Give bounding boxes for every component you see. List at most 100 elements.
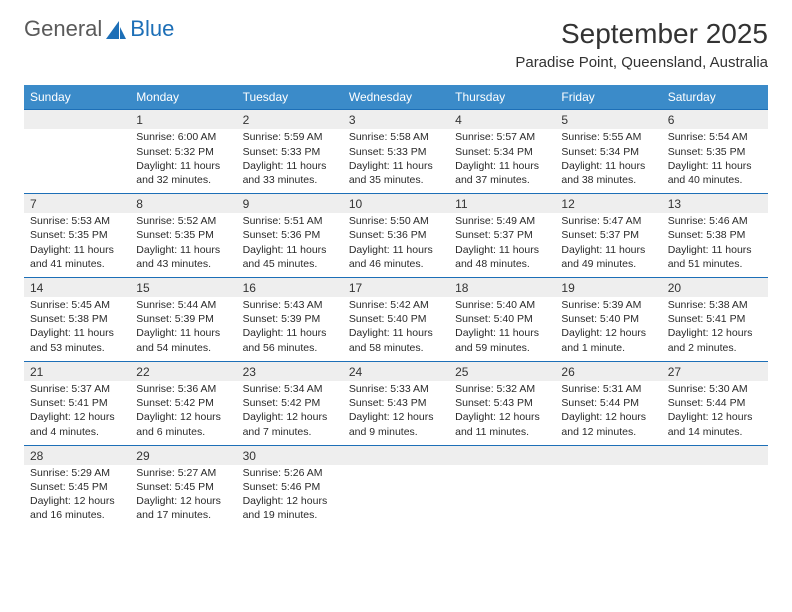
calendar-table: Sunday Monday Tuesday Wednesday Thursday… bbox=[24, 85, 768, 529]
day-number-cell bbox=[343, 445, 449, 465]
day-sunset: Sunset: 5:42 PM bbox=[243, 396, 337, 410]
day-dl1: Daylight: 11 hours bbox=[349, 159, 443, 173]
day-detail-cell: Sunrise: 5:52 AMSunset: 5:35 PMDaylight:… bbox=[130, 213, 236, 277]
day-detail-cell bbox=[662, 465, 768, 529]
day-sunset: Sunset: 5:37 PM bbox=[455, 228, 549, 242]
day-sunset: Sunset: 5:42 PM bbox=[136, 396, 230, 410]
day-sunset: Sunset: 5:34 PM bbox=[561, 145, 655, 159]
day-dl1: Daylight: 11 hours bbox=[136, 326, 230, 340]
day-number-cell: 22 bbox=[130, 361, 236, 381]
day-number-cell bbox=[662, 445, 768, 465]
day-dl1: Daylight: 11 hours bbox=[136, 159, 230, 173]
logo-word-1: General bbox=[24, 18, 102, 40]
day-dl1: Daylight: 11 hours bbox=[455, 243, 549, 257]
day-number: 20 bbox=[668, 281, 681, 295]
day-detail-cell bbox=[555, 465, 661, 529]
day-number-cell: 11 bbox=[449, 194, 555, 214]
day-sunset: Sunset: 5:35 PM bbox=[136, 228, 230, 242]
day-sunrise: Sunrise: 5:43 AM bbox=[243, 298, 337, 312]
day-detail-cell: Sunrise: 5:51 AMSunset: 5:36 PMDaylight:… bbox=[237, 213, 343, 277]
day-dl1: Daylight: 11 hours bbox=[30, 243, 124, 257]
day-sunrise: Sunrise: 5:34 AM bbox=[243, 382, 337, 396]
day-dl1: Daylight: 12 hours bbox=[455, 410, 549, 424]
day-dl1: Daylight: 11 hours bbox=[243, 326, 337, 340]
day-sunrise: Sunrise: 5:37 AM bbox=[30, 382, 124, 396]
day-sunrise: Sunrise: 5:45 AM bbox=[30, 298, 124, 312]
day-number-cell: 7 bbox=[24, 194, 130, 214]
day-sunset: Sunset: 5:35 PM bbox=[30, 228, 124, 242]
day-sunrise: Sunrise: 5:29 AM bbox=[30, 466, 124, 480]
day-number: 17 bbox=[349, 281, 362, 295]
day-number: 1 bbox=[136, 113, 143, 127]
day-sunrise: Sunrise: 5:31 AM bbox=[561, 382, 655, 396]
day-detail-cell: Sunrise: 5:57 AMSunset: 5:34 PMDaylight:… bbox=[449, 129, 555, 193]
week-daynum-row: 123456 bbox=[24, 110, 768, 130]
day-detail-cell: Sunrise: 5:49 AMSunset: 5:37 PMDaylight:… bbox=[449, 213, 555, 277]
day-detail-cell: Sunrise: 5:45 AMSunset: 5:38 PMDaylight:… bbox=[24, 297, 130, 361]
day-number: 4 bbox=[455, 113, 462, 127]
day-sunset: Sunset: 5:40 PM bbox=[455, 312, 549, 326]
day-header-row: Sunday Monday Tuesday Wednesday Thursday… bbox=[24, 85, 768, 110]
day-detail-cell: Sunrise: 5:47 AMSunset: 5:37 PMDaylight:… bbox=[555, 213, 661, 277]
day-header: Wednesday bbox=[343, 85, 449, 110]
day-detail-cell: Sunrise: 5:44 AMSunset: 5:39 PMDaylight:… bbox=[130, 297, 236, 361]
day-detail-cell: Sunrise: 5:40 AMSunset: 5:40 PMDaylight:… bbox=[449, 297, 555, 361]
day-number: 24 bbox=[349, 365, 362, 379]
day-header: Saturday bbox=[662, 85, 768, 110]
day-sunrise: Sunrise: 5:51 AM bbox=[243, 214, 337, 228]
day-detail-cell: Sunrise: 6:00 AMSunset: 5:32 PMDaylight:… bbox=[130, 129, 236, 193]
day-sunrise: Sunrise: 5:54 AM bbox=[668, 130, 762, 144]
day-dl2: and 53 minutes. bbox=[30, 341, 124, 355]
day-dl2: and 9 minutes. bbox=[349, 425, 443, 439]
day-dl1: Daylight: 11 hours bbox=[561, 243, 655, 257]
day-dl2: and 19 minutes. bbox=[243, 508, 337, 522]
day-number: 23 bbox=[243, 365, 256, 379]
day-sunrise: Sunrise: 5:49 AM bbox=[455, 214, 549, 228]
day-number: 30 bbox=[243, 449, 256, 463]
day-number: 22 bbox=[136, 365, 149, 379]
logo-word-2: Blue bbox=[130, 18, 174, 40]
day-dl1: Daylight: 12 hours bbox=[136, 410, 230, 424]
day-sunrise: Sunrise: 5:52 AM bbox=[136, 214, 230, 228]
day-detail-cell: Sunrise: 5:30 AMSunset: 5:44 PMDaylight:… bbox=[662, 381, 768, 445]
day-dl1: Daylight: 11 hours bbox=[561, 159, 655, 173]
day-number-cell: 3 bbox=[343, 110, 449, 130]
day-number-cell: 12 bbox=[555, 194, 661, 214]
day-number: 3 bbox=[349, 113, 356, 127]
day-dl2: and 49 minutes. bbox=[561, 257, 655, 271]
day-dl2: and 51 minutes. bbox=[668, 257, 762, 271]
day-dl2: and 43 minutes. bbox=[136, 257, 230, 271]
week-daynum-row: 282930 bbox=[24, 445, 768, 465]
day-number-cell bbox=[24, 110, 130, 130]
day-header: Sunday bbox=[24, 85, 130, 110]
location-label: Paradise Point, Queensland, Australia bbox=[515, 54, 768, 71]
day-sunrise: Sunrise: 5:58 AM bbox=[349, 130, 443, 144]
day-number-cell: 20 bbox=[662, 277, 768, 297]
day-number: 26 bbox=[561, 365, 574, 379]
day-number: 27 bbox=[668, 365, 681, 379]
day-number-cell: 30 bbox=[237, 445, 343, 465]
day-number-cell: 29 bbox=[130, 445, 236, 465]
day-number-cell: 2 bbox=[237, 110, 343, 130]
day-sunrise: Sunrise: 5:50 AM bbox=[349, 214, 443, 228]
day-dl1: Daylight: 11 hours bbox=[349, 326, 443, 340]
day-detail-cell: Sunrise: 5:31 AMSunset: 5:44 PMDaylight:… bbox=[555, 381, 661, 445]
day-detail-cell: Sunrise: 5:26 AMSunset: 5:46 PMDaylight:… bbox=[237, 465, 343, 529]
day-number: 10 bbox=[349, 197, 362, 211]
day-header: Tuesday bbox=[237, 85, 343, 110]
day-dl2: and 40 minutes. bbox=[668, 173, 762, 187]
day-sunrise: Sunrise: 5:38 AM bbox=[668, 298, 762, 312]
day-detail-cell: Sunrise: 5:43 AMSunset: 5:39 PMDaylight:… bbox=[237, 297, 343, 361]
day-number-cell: 5 bbox=[555, 110, 661, 130]
day-number-cell: 17 bbox=[343, 277, 449, 297]
day-number: 15 bbox=[136, 281, 149, 295]
day-sunset: Sunset: 5:37 PM bbox=[561, 228, 655, 242]
week-detail-row: Sunrise: 5:53 AMSunset: 5:35 PMDaylight:… bbox=[24, 213, 768, 277]
calendar-page: General Blue September 2025 Paradise Poi… bbox=[0, 0, 792, 612]
day-detail-cell: Sunrise: 5:58 AMSunset: 5:33 PMDaylight:… bbox=[343, 129, 449, 193]
day-number-cell: 16 bbox=[237, 277, 343, 297]
day-number: 29 bbox=[136, 449, 149, 463]
title-block: September 2025 Paradise Point, Queenslan… bbox=[515, 18, 768, 79]
week-detail-row: Sunrise: 5:45 AMSunset: 5:38 PMDaylight:… bbox=[24, 297, 768, 361]
day-number-cell: 24 bbox=[343, 361, 449, 381]
